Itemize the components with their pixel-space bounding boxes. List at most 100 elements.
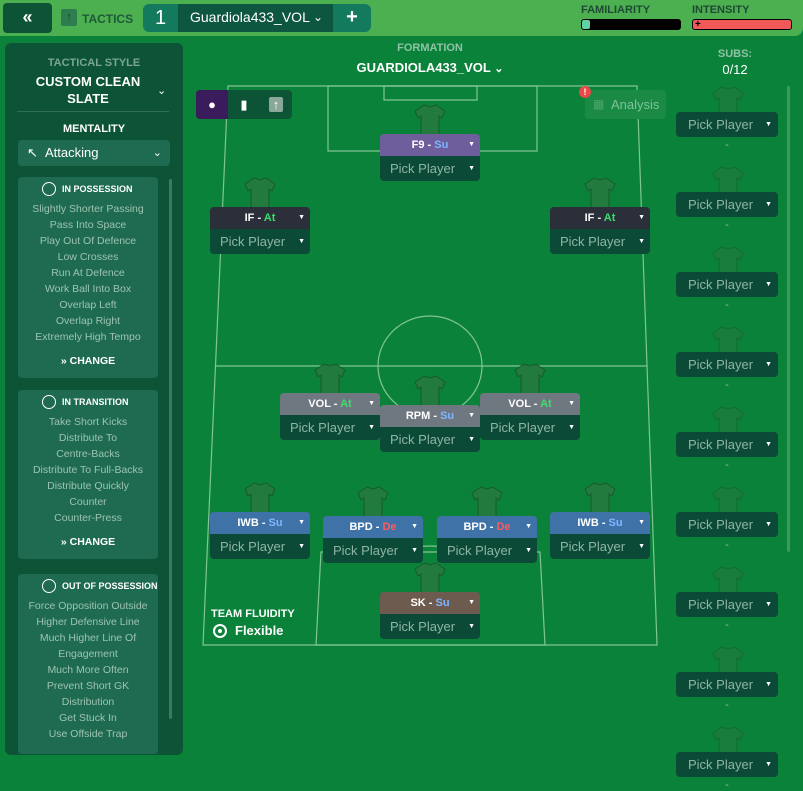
bar-chart-icon: ▮ [240,97,248,112]
section-title: OUT OF POSSESSION [62,581,158,591]
intensity-bar[interactable]: + [692,19,792,30]
duty: At [340,398,352,410]
shirt-icon [712,86,744,118]
pick-player-select[interactable]: Pick Player ▼ [280,415,380,440]
role-select[interactable]: BPD - De ▼ [437,516,537,538]
instruction-item: Distribute To [58,432,118,444]
sub-slot[interactable]: Pick Player ▼ [676,512,778,537]
dropdown-arrow-icon: ▼ [525,547,532,554]
mentality-select[interactable]: ↖ Attacking ⌄ [18,140,170,166]
sub-slot[interactable]: Pick Player ▼ [676,752,778,777]
analysis-button[interactable]: ▦ Analysis [585,90,666,119]
role-select[interactable]: F9 - Su ▼ [380,134,480,156]
role: BPD [463,521,487,533]
dropdown-arrow-icon: ▼ [298,543,305,550]
section-title: IN TRANSITION [62,397,129,407]
sidebar-scrollbar[interactable] [169,179,172,719]
role-select[interactable]: VOL - At ▼ [480,393,580,415]
pick-player-select[interactable]: Pick Player ▼ [210,534,310,559]
dropdown-arrow-icon: ▼ [298,238,305,245]
player-name: Pick Player [290,420,356,435]
pick-player-select[interactable]: Pick Player ▼ [480,415,580,440]
tactics-label: TACTICS [82,12,134,26]
tactic-select[interactable]: Guardiola433_VOL ⌄ [178,4,333,32]
change-button[interactable]: » CHANGE [18,534,158,550]
instruction-item: Distribution [61,696,115,708]
pick-player-select[interactable]: Pick Player ▼ [323,538,423,563]
pick-player-select[interactable]: Pick Player ▼ [380,614,480,639]
shirt-icon [712,406,744,438]
tactical-style-select[interactable]: CUSTOM CLEAN SLATE [35,74,141,106]
sub-slot[interactable]: Pick Player ▼ [676,352,778,377]
sub-slot[interactable]: Pick Player ▼ [676,432,778,457]
instruction-item: Work Ball Into Box [44,283,132,295]
role: IF [584,212,595,224]
position-slot[interactable]: BPD - De ▼ Pick Player ▼ [437,516,537,563]
change-button[interactable]: » CHANGE [18,353,158,369]
sub-slot[interactable]: Pick Player ▼ [676,192,778,217]
player-view-button[interactable]: ● [196,90,228,119]
dropdown-arrow-icon: ▼ [468,165,475,172]
dropdown-arrow-icon: ▼ [765,681,772,688]
dropdown-arrow-icon: ▼ [765,761,772,768]
role-select[interactable]: IF - At ▼ [550,207,650,229]
pick-player-select[interactable]: Pick Player ▼ [380,156,480,181]
pick-player-select[interactable]: Pick Player ▼ [550,534,650,559]
person-icon: ● [208,97,216,112]
player-name: Pick Player [688,197,754,212]
role-select[interactable]: BPD - De ▼ [323,516,423,538]
player-name: Pick Player [688,117,754,132]
role-select[interactable]: RPM - Su ▼ [380,405,480,427]
shirt-icon [584,482,616,514]
position-slot[interactable]: IWB - Su ▼ Pick Player ▼ [210,512,310,559]
position-slot[interactable]: VOL - At ▼ Pick Player ▼ [480,393,580,440]
view-toolbar: ● ▮ ↑ [196,90,292,119]
sub-info: - [725,539,729,551]
role-select[interactable]: SK - Su ▼ [380,592,480,614]
role-select[interactable]: IF - At ▼ [210,207,310,229]
dropdown-arrow-icon: ▼ [468,623,475,630]
sub-slot[interactable]: Pick Player ▼ [676,112,778,137]
player-name: Pick Player [560,234,626,249]
sub-slot[interactable]: Pick Player ▼ [676,272,778,297]
double-chevron-right-icon: » [60,355,67,367]
dropdown-arrow-icon: ▼ [368,400,375,407]
familiarity-bar[interactable] [581,19,681,30]
position-slot[interactable]: IF - At ▼ Pick Player ▼ [550,207,650,254]
tactic-slot-number[interactable]: 1 [154,7,167,29]
sub-slot[interactable]: Pick Player ▼ [676,672,778,697]
back-button[interactable]: « [3,3,52,33]
instruction-item: Counter [69,496,107,508]
pick-player-select[interactable]: Pick Player ▼ [550,229,650,254]
role: F9 [411,139,425,151]
tactics-icon: ↑ [268,97,284,112]
position-slot[interactable]: BPD - De ▼ Pick Player ▼ [323,516,423,563]
player-name: Pick Player [390,432,456,447]
role-select[interactable]: IWB - Su ▼ [550,512,650,534]
dropdown-arrow-icon: ▼ [638,238,645,245]
position-slot[interactable]: IWB - Su ▼ Pick Player ▼ [550,512,650,559]
position-slot[interactable]: F9 - Su ▼ Pick Player ▼ [380,134,480,181]
dropdown-arrow-icon: ▼ [468,436,475,443]
stats-view-button[interactable]: ▮ [228,90,260,119]
tactic-view-button[interactable]: ↑ [260,90,292,119]
role-select[interactable]: IWB - Su ▼ [210,512,310,534]
position-slot[interactable]: SK - Su ▼ Pick Player ▼ [380,592,480,639]
analysis-label: Analysis [611,97,660,112]
position-slot[interactable]: RPM - Su ▼ Pick Player ▼ [380,405,480,452]
pick-player-select[interactable]: Pick Player ▼ [437,538,537,563]
position-slot[interactable]: IF - At ▼ Pick Player ▼ [210,207,310,254]
change-label: CHANGE [69,536,116,548]
role-select[interactable]: VOL - At ▼ [280,393,380,415]
formation-select[interactable]: GUARDIOLA433_VOL ⌄ [330,60,530,75]
position-slot[interactable]: VOL - At ▼ Pick Player ▼ [280,393,380,440]
pick-player-select[interactable]: Pick Player ▼ [380,427,480,452]
add-tactic-button[interactable]: + [346,6,358,28]
instruction-item: Higher Defensive Line [36,616,140,628]
sub-info: - [725,699,729,711]
dropdown-arrow-icon: ▼ [298,519,305,526]
pick-player-select[interactable]: Pick Player ▼ [210,229,310,254]
chevron-down-icon[interactable]: ⌄ [157,85,167,97]
subs-scrollbar[interactable] [787,86,790,552]
sub-slot[interactable]: Pick Player ▼ [676,592,778,617]
